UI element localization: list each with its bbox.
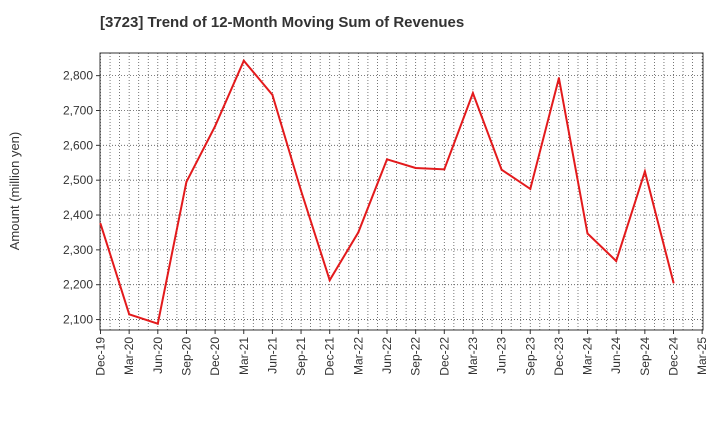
y-tick-label: 2,500	[63, 173, 93, 187]
y-axis-ticks: 2,100 2,200 2,300 2,400 2,500 2,600 2,700 2,800	[63, 69, 100, 327]
y-tick-label: 2,100	[63, 313, 93, 327]
x-tick-label: Dec-20	[208, 337, 222, 376]
data-point	[586, 232, 589, 235]
data-point	[214, 125, 217, 128]
x-tick-label: Jun-20	[151, 337, 165, 374]
data-point	[156, 322, 159, 325]
x-tick-label: Dec-22	[437, 337, 451, 376]
x-tick-label: Mar-25	[695, 337, 709, 375]
data-point	[128, 313, 131, 316]
y-tick-label: 2,300	[63, 243, 93, 257]
data-point	[615, 260, 618, 263]
plot-area-frame	[99, 52, 704, 331]
data-point	[357, 231, 360, 234]
x-tick-label: Dec-21	[323, 337, 337, 376]
data-point	[328, 279, 331, 282]
grid-lines	[100, 53, 703, 330]
data-point	[414, 166, 417, 169]
y-tick-label: 2,800	[63, 69, 93, 83]
series-group	[99, 58, 675, 326]
x-tick-label: Mar-24	[581, 337, 595, 375]
x-tick-label: Mar-23	[466, 337, 480, 375]
x-tick-label: Sep-20	[179, 337, 193, 376]
data-point	[185, 180, 188, 183]
data-point	[242, 59, 245, 62]
data-point	[529, 187, 532, 190]
data-point	[386, 158, 388, 161]
x-tick-label: Sep-21	[294, 337, 308, 376]
data-point	[672, 281, 675, 284]
x-tick-label: Dec-24	[667, 337, 681, 376]
y-tick-label: 2,600	[63, 138, 93, 152]
data-point	[300, 189, 303, 192]
data-point	[500, 168, 503, 171]
x-tick-label: Dec-23	[552, 337, 566, 376]
x-tick-label: Jun-23	[495, 337, 509, 374]
data-point	[643, 170, 646, 173]
x-tick-label: Mar-20	[122, 337, 136, 375]
x-tick-label: Mar-21	[237, 337, 251, 375]
x-tick-label: Jun-22	[380, 337, 394, 374]
data-point	[271, 93, 274, 96]
x-tick-label: Sep-24	[638, 337, 652, 376]
data-point	[443, 168, 446, 171]
y-tick-label: 2,400	[63, 208, 93, 222]
data-point	[471, 92, 474, 95]
x-tick-label: Mar-22	[351, 337, 365, 375]
x-tick-label: Sep-23	[523, 337, 537, 376]
y-tick-label: 2,700	[63, 103, 93, 117]
x-tick-label: Dec-19	[94, 337, 108, 376]
y-tick-label: 2,200	[63, 278, 93, 292]
chart-title: [3723] Trend of 12-Month Moving Sum of R…	[100, 14, 465, 31]
y-axis-label: Amount (million yen)	[7, 132, 22, 251]
data-point	[99, 222, 102, 225]
x-tick-label: Sep-22	[409, 337, 423, 376]
data-point	[557, 77, 560, 80]
x-tick-label: Jun-21	[265, 337, 279, 374]
x-axis-ticks: Dec-19 Mar-20 Jun-20 Sep-20 Dec-20 Mar-21 Jun-…	[94, 330, 709, 376]
x-tick-label: Jun-24	[609, 337, 623, 374]
